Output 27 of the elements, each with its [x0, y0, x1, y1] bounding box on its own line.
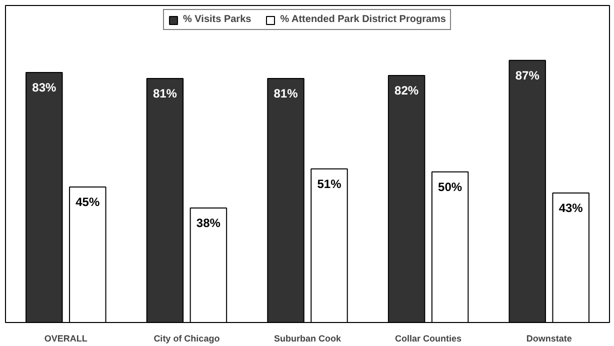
x-tick-label: Suburban Cook — [274, 334, 342, 344]
bar — [267, 78, 304, 322]
legend-label: % Visits Parks — [183, 14, 252, 25]
data-label: 81% — [152, 86, 178, 101]
bar — [69, 186, 106, 322]
data-label: 51% — [317, 176, 342, 191]
data-label: 83% — [32, 80, 56, 94]
x-tick-label: Collar Counties — [395, 334, 462, 344]
data-label: 81% — [274, 86, 298, 101]
x-tick-label: OVERALL — [44, 334, 88, 344]
data-label: 43% — [558, 200, 584, 215]
bar — [508, 60, 546, 322]
x-tick-label: City of Chicago — [154, 334, 220, 344]
bar — [190, 208, 228, 322]
data-label: 87% — [515, 68, 540, 82]
data-label: 45% — [76, 194, 100, 209]
legend-label: % Attended Park District Programs — [280, 14, 446, 25]
data-label: 38% — [196, 216, 221, 230]
data-label: 82% — [394, 83, 419, 98]
bar — [146, 78, 184, 322]
bar — [388, 74, 426, 322]
data-label: 50% — [438, 180, 462, 194]
bar — [310, 168, 348, 322]
x-tick-label: Downstate — [526, 334, 572, 344]
bar — [26, 72, 63, 322]
bar — [552, 192, 590, 322]
bar — [431, 171, 469, 322]
